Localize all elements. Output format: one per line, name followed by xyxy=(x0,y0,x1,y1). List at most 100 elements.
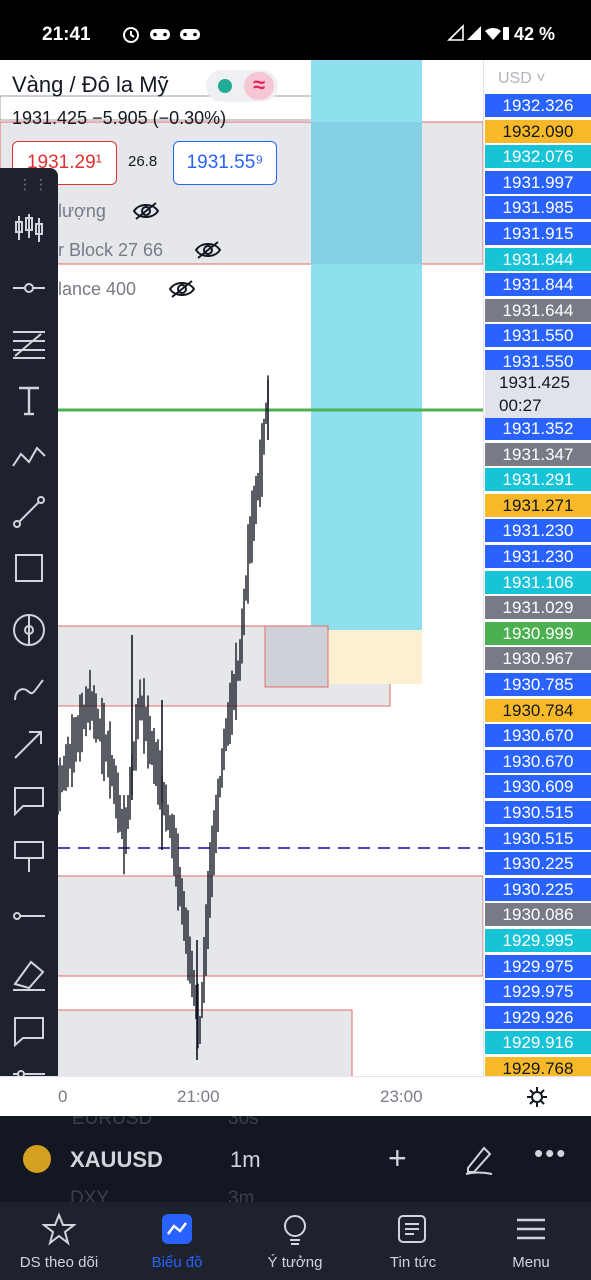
price-label: 1930.784 xyxy=(485,698,591,722)
currency-selector[interactable]: USD ˅ xyxy=(498,70,546,87)
price-label: 1931.271 xyxy=(485,493,591,517)
pattern-icon[interactable] xyxy=(9,436,49,476)
symbol-title[interactable]: Vàng / Đô la Mỹ xyxy=(12,72,169,97)
timeframe-button[interactable]: 1m xyxy=(230,1147,261,1172)
wave-icon: ≈ xyxy=(244,72,274,100)
indicator-label-2[interactable]: r Block 27 66 xyxy=(58,240,164,260)
price-label: 1930.225 xyxy=(485,852,591,876)
candles-icon[interactable] xyxy=(9,208,49,248)
drawing-toolbar[interactable]: ⋮⋮ xyxy=(0,168,58,1114)
symbol-bar[interactable]: EURUSD 30s DXY 3m XAUUSD 1m + ••• xyxy=(0,1116,591,1202)
price-axis[interactable]: USD ˅ 1932.326 1932.090 1932.076 1931.997 19… xyxy=(483,60,591,1080)
hide-eye-icon[interactable] xyxy=(194,240,222,260)
price-label: 1930.999 xyxy=(485,621,591,645)
gear-icon[interactable] xyxy=(526,1086,548,1108)
price-label: 1932.076 xyxy=(485,145,591,169)
buy-button[interactable]: 1931.55⁹ xyxy=(173,141,277,185)
gold-coin-icon xyxy=(23,1145,51,1173)
more-options-icon[interactable]: ••• xyxy=(534,1138,568,1168)
nav-watchlist[interactable]: DS theo dõi xyxy=(0,1202,118,1280)
alarm-icon xyxy=(123,27,200,43)
current-price-label: 1931.425 00:27 xyxy=(485,370,591,418)
lightbulb-icon xyxy=(284,1215,306,1245)
price-label: 1929.916 xyxy=(485,1031,591,1055)
price-label: 1929.768 xyxy=(485,1057,591,1080)
price-label: 1930.609 xyxy=(485,775,591,799)
price-label: 1930.785 xyxy=(485,673,591,696)
bottom-navigation[interactable]: DS theo dõi Biểu đồ Ý tưởng Tin tức Menu xyxy=(0,1202,591,1280)
text-icon[interactable] xyxy=(9,380,49,420)
time-label: 23:00 xyxy=(380,1087,423,1106)
beige-zone xyxy=(311,630,422,684)
price-label: 1931.644 xyxy=(485,298,591,322)
price-label: 1930.670 xyxy=(485,724,591,748)
bar-countdown: 00:27 xyxy=(499,396,542,415)
add-icon[interactable]: + xyxy=(388,1140,407,1176)
status-right-icons: 42 % xyxy=(447,24,555,45)
signpost-icon[interactable] xyxy=(9,836,49,876)
star-icon xyxy=(42,1212,76,1246)
brush-icon[interactable] xyxy=(9,668,49,708)
price-label: 1932.090 xyxy=(485,119,591,143)
price-change: 1931.425 −5.905 (−0.30%) xyxy=(12,108,227,128)
small-box[interactable] xyxy=(264,625,329,688)
hide-eye-icon[interactable] xyxy=(168,279,196,299)
callout-icon[interactable] xyxy=(9,780,49,820)
spread-value: 26.8 xyxy=(128,153,158,170)
price-label: 1929.995 xyxy=(485,929,591,952)
market-status-pill[interactable]: ≈ xyxy=(206,70,278,102)
price-label: 1931.550 xyxy=(485,350,591,373)
nav-ideas[interactable]: Ý tưởng xyxy=(236,1202,354,1280)
ghost-symbol: DXY xyxy=(70,1188,110,1202)
indicator-label-3[interactable]: lance 400 xyxy=(58,279,137,299)
draw-pen-icon[interactable] xyxy=(462,1142,496,1176)
price-label: 1931.230 xyxy=(485,545,591,568)
current-price-value: 1931.425 xyxy=(499,373,570,392)
price-label: 1930.225 xyxy=(485,877,591,901)
hide-eye-icon[interactable] xyxy=(132,201,160,221)
price-label: 1931.997 xyxy=(485,170,591,194)
news-icon xyxy=(398,1215,426,1243)
fib-icon[interactable] xyxy=(9,324,49,364)
trendline-icon[interactable] xyxy=(9,492,49,532)
chart-icon xyxy=(162,1214,192,1244)
price-label: 1931.230 xyxy=(485,519,591,543)
arrow-icon[interactable] xyxy=(9,724,49,764)
price-label: 1929.975 xyxy=(485,980,591,1004)
ghost-symbol: EURUSD xyxy=(72,1116,153,1129)
status-time: 21:41 xyxy=(42,24,91,45)
drag-handle-icon[interactable]: ⋮⋮ xyxy=(18,176,50,192)
time-label: 21:00 xyxy=(177,1087,220,1106)
price-label: 1930.670 xyxy=(485,749,591,773)
ray-icon[interactable] xyxy=(9,896,49,936)
horizontal-line-icon[interactable] xyxy=(9,268,49,308)
cyan-overlap xyxy=(311,122,422,264)
magnet-icon[interactable] xyxy=(9,610,49,650)
battery-text: 42 % xyxy=(513,24,555,44)
price-label: 1931.844 xyxy=(485,247,591,271)
price-label: 1931.915 xyxy=(485,222,591,245)
price-label: 1929.926 xyxy=(485,1005,591,1029)
nav-news[interactable]: Tin tức xyxy=(354,1202,472,1280)
nav-label: Biểu đồ xyxy=(151,1254,203,1271)
price-label: 1931.347 xyxy=(485,442,591,466)
status-left-icons xyxy=(122,25,212,48)
nav-chart[interactable]: Biểu đồ xyxy=(118,1202,236,1280)
time-axis[interactable]: 0 21:00 23:00 xyxy=(0,1076,591,1116)
nav-label: DS theo dõi xyxy=(19,1254,99,1271)
eraser-icon[interactable] xyxy=(9,954,49,994)
price-label: 1931.106 xyxy=(485,570,591,594)
rectangle-icon[interactable] xyxy=(9,548,49,588)
indicator-label-1[interactable]: lượng xyxy=(58,201,106,221)
nav-label: Tin tức xyxy=(389,1254,437,1271)
market-open-dot xyxy=(218,79,232,93)
ghost-timeframe: 30s xyxy=(228,1116,259,1129)
comment-icon[interactable] xyxy=(9,1010,49,1050)
menu-icon xyxy=(517,1218,545,1240)
price-label: 1931.029 xyxy=(485,596,591,620)
symbol-button[interactable]: XAUUSD xyxy=(70,1147,163,1172)
price-label: 1930.967 xyxy=(485,647,591,671)
price-label: 1931.550 xyxy=(485,324,591,348)
nav-menu[interactable]: Menu xyxy=(472,1202,590,1280)
sell-button[interactable]: 1931.29¹ xyxy=(12,141,117,185)
